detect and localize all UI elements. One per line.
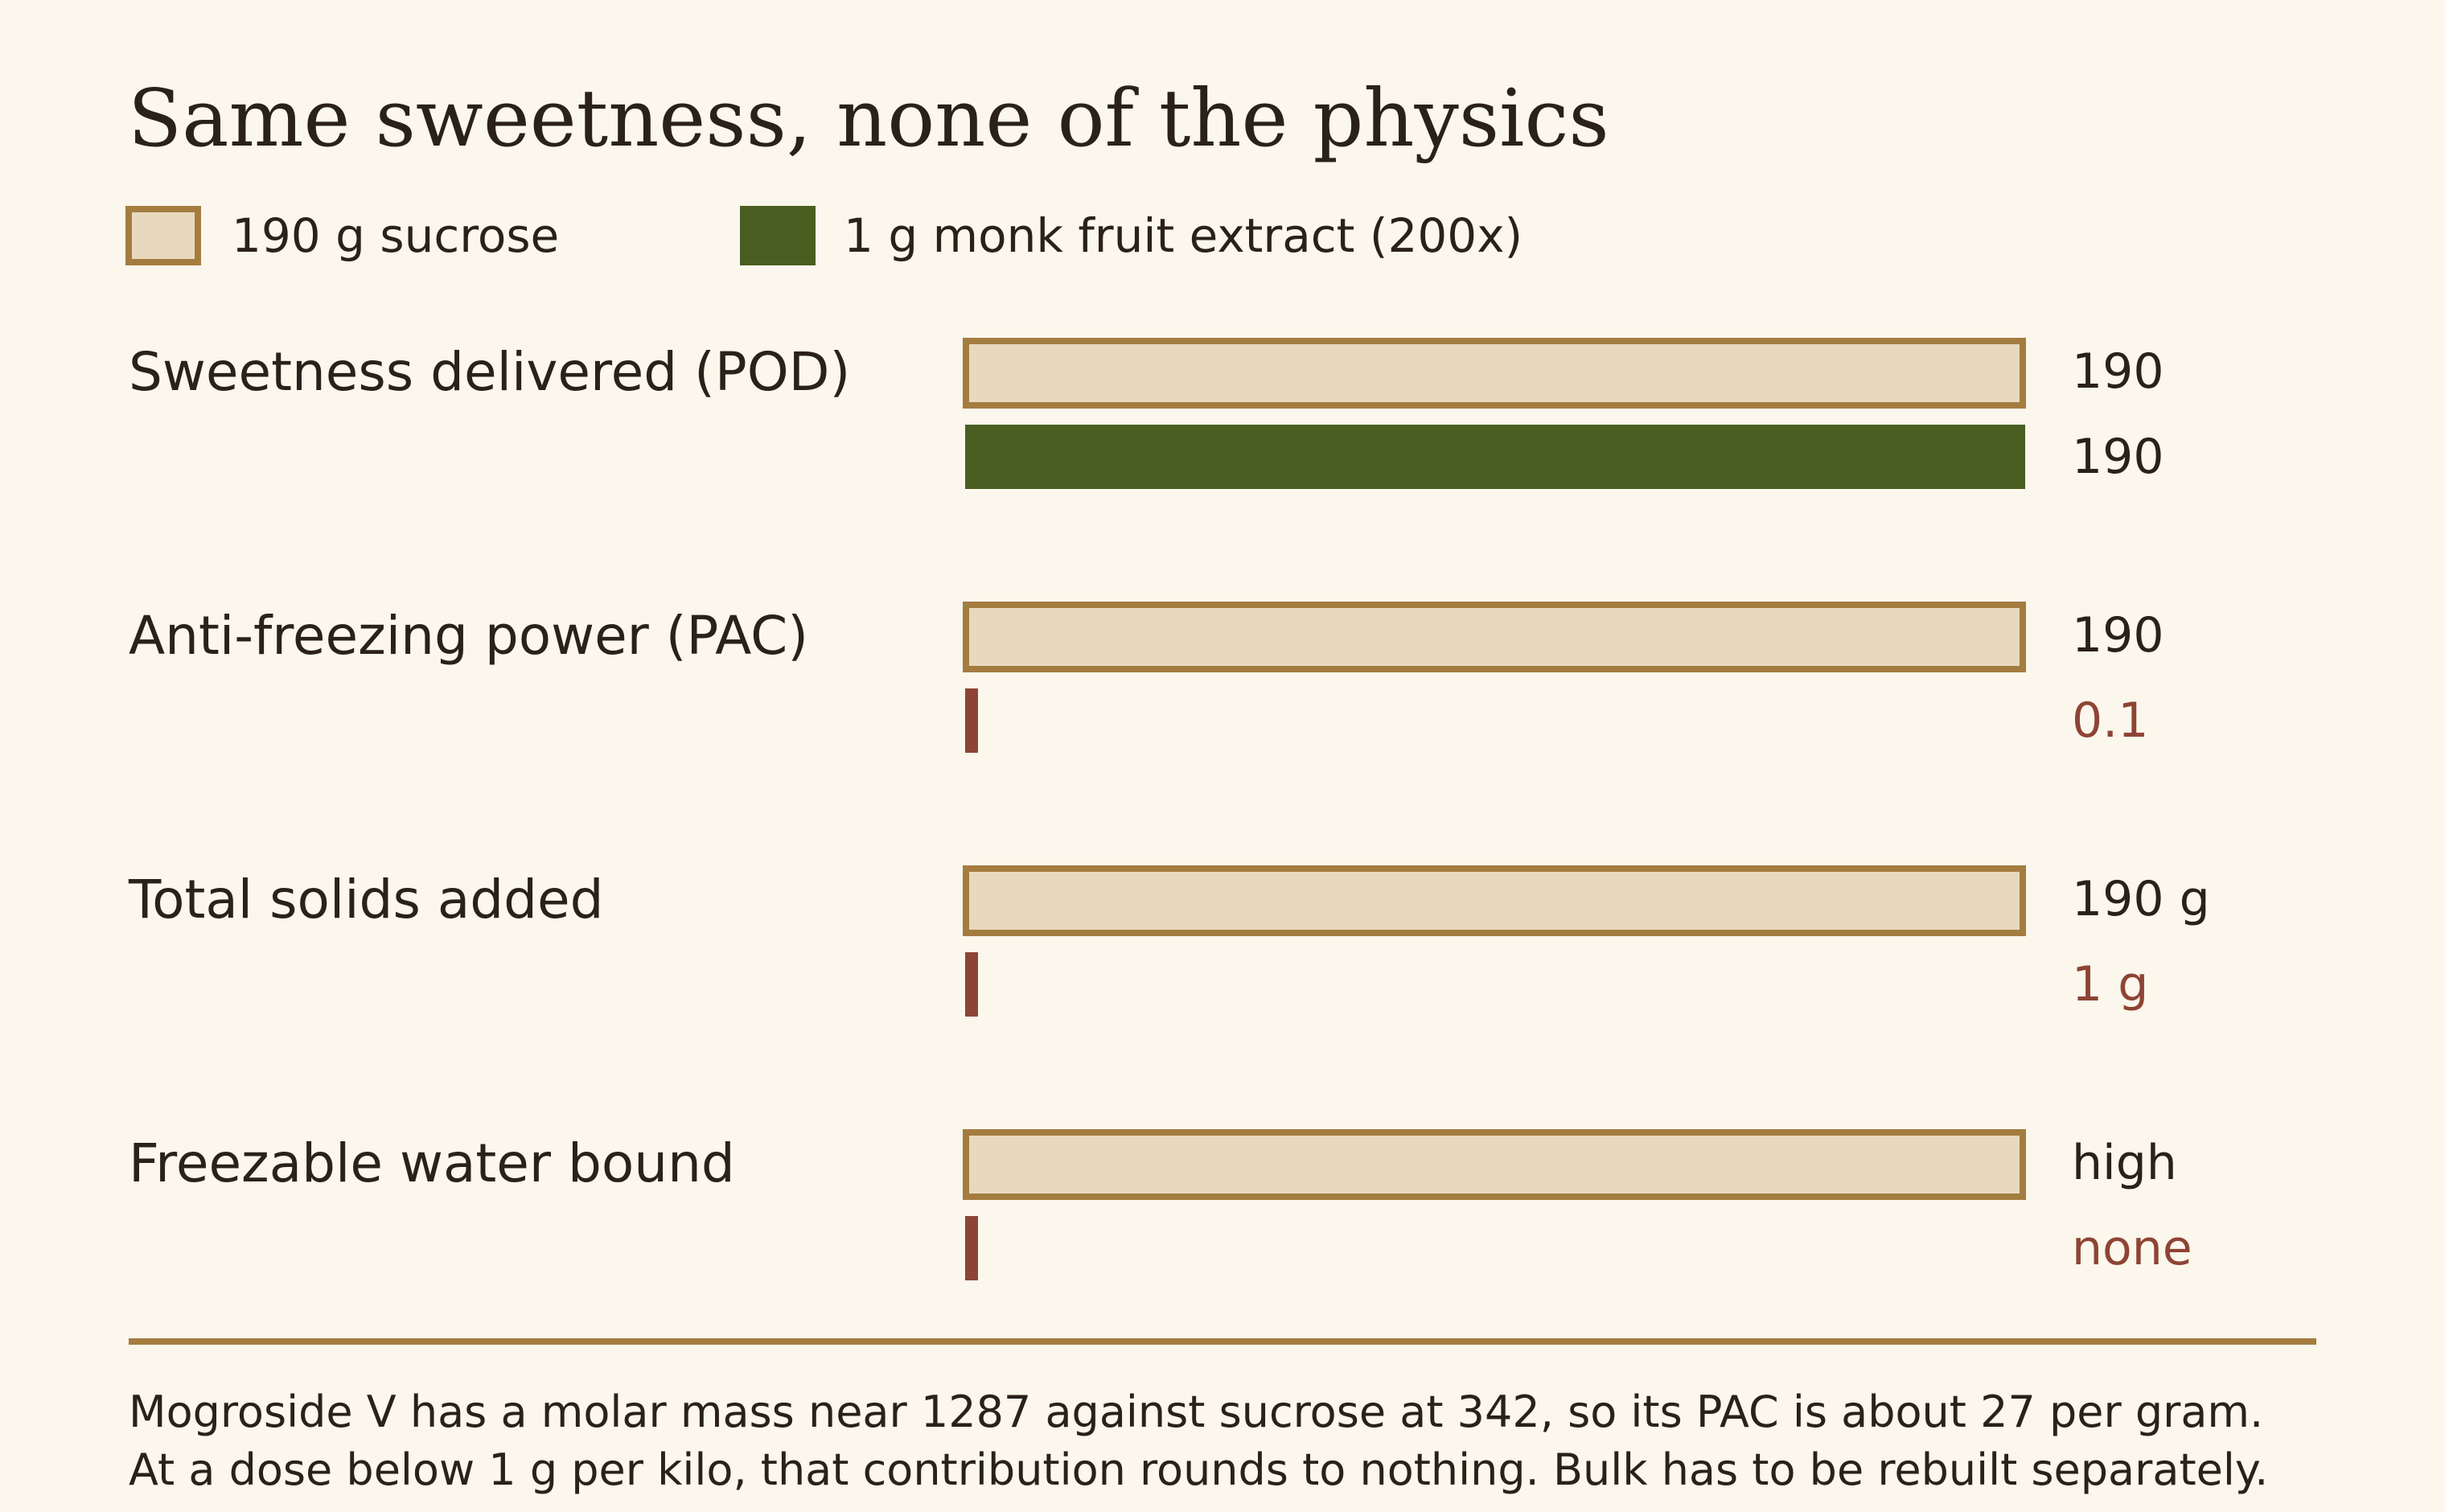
bar-monk-fruit-anti-freezing-power-pac xyxy=(965,688,978,753)
bar-sucrose-total-solids-added xyxy=(963,865,2026,936)
divider-rule xyxy=(129,1338,2316,1345)
value-label-sucrose-sweetness-delivered-pod: 190 xyxy=(2072,343,2164,400)
bar-monk-fruit-total-solids-added xyxy=(965,952,978,1017)
row-label-sweetness-delivered-pod: Sweetness delivered (POD) xyxy=(129,341,851,403)
bar-monk-fruit-sweetness-delivered-pod xyxy=(965,425,2025,489)
bar-sucrose-anti-freezing-power-pac xyxy=(963,602,2026,672)
row-label-anti-freezing-power-pac: Anti-freezing power (PAC) xyxy=(129,605,808,667)
value-label-monk-fruit-anti-freezing-power-pac: 0.1 xyxy=(2072,692,2149,749)
footnote-line-1: Mogroside V has a molar mass near 1287 a… xyxy=(129,1387,2264,1437)
bar-sucrose-freezable-water-bound xyxy=(963,1129,2026,1200)
bar-sucrose-sweetness-delivered-pod xyxy=(963,338,2026,409)
value-label-monk-fruit-freezable-water-bound: none xyxy=(2072,1220,2192,1276)
legend-swatch-sucrose xyxy=(125,206,201,265)
value-label-monk-fruit-sweetness-delivered-pod: 190 xyxy=(2072,429,2164,485)
chart-title: Same sweetness, none of the physics xyxy=(128,73,1609,165)
bar-monk-fruit-freezable-water-bound xyxy=(965,1216,978,1280)
value-label-monk-fruit-total-solids-added: 1 g xyxy=(2072,956,2149,1013)
legend-label-sucrose: 190 g sucrose xyxy=(232,208,560,263)
legend-swatch-monk-fruit xyxy=(740,206,816,265)
value-label-sucrose-anti-freezing-power-pac: 190 xyxy=(2072,607,2164,664)
row-label-total-solids-added: Total solids added xyxy=(129,869,604,931)
footnote-line-2: At a dose below 1 g per kilo, that contr… xyxy=(129,1444,2269,1495)
value-label-sucrose-total-solids-added: 190 g xyxy=(2072,871,2210,927)
value-label-sucrose-freezable-water-bound: high xyxy=(2072,1135,2177,1191)
row-label-freezable-water-bound: Freezable water bound xyxy=(129,1132,735,1194)
legend-label-monk-fruit: 1 g monk fruit extract (200x) xyxy=(844,208,1523,263)
